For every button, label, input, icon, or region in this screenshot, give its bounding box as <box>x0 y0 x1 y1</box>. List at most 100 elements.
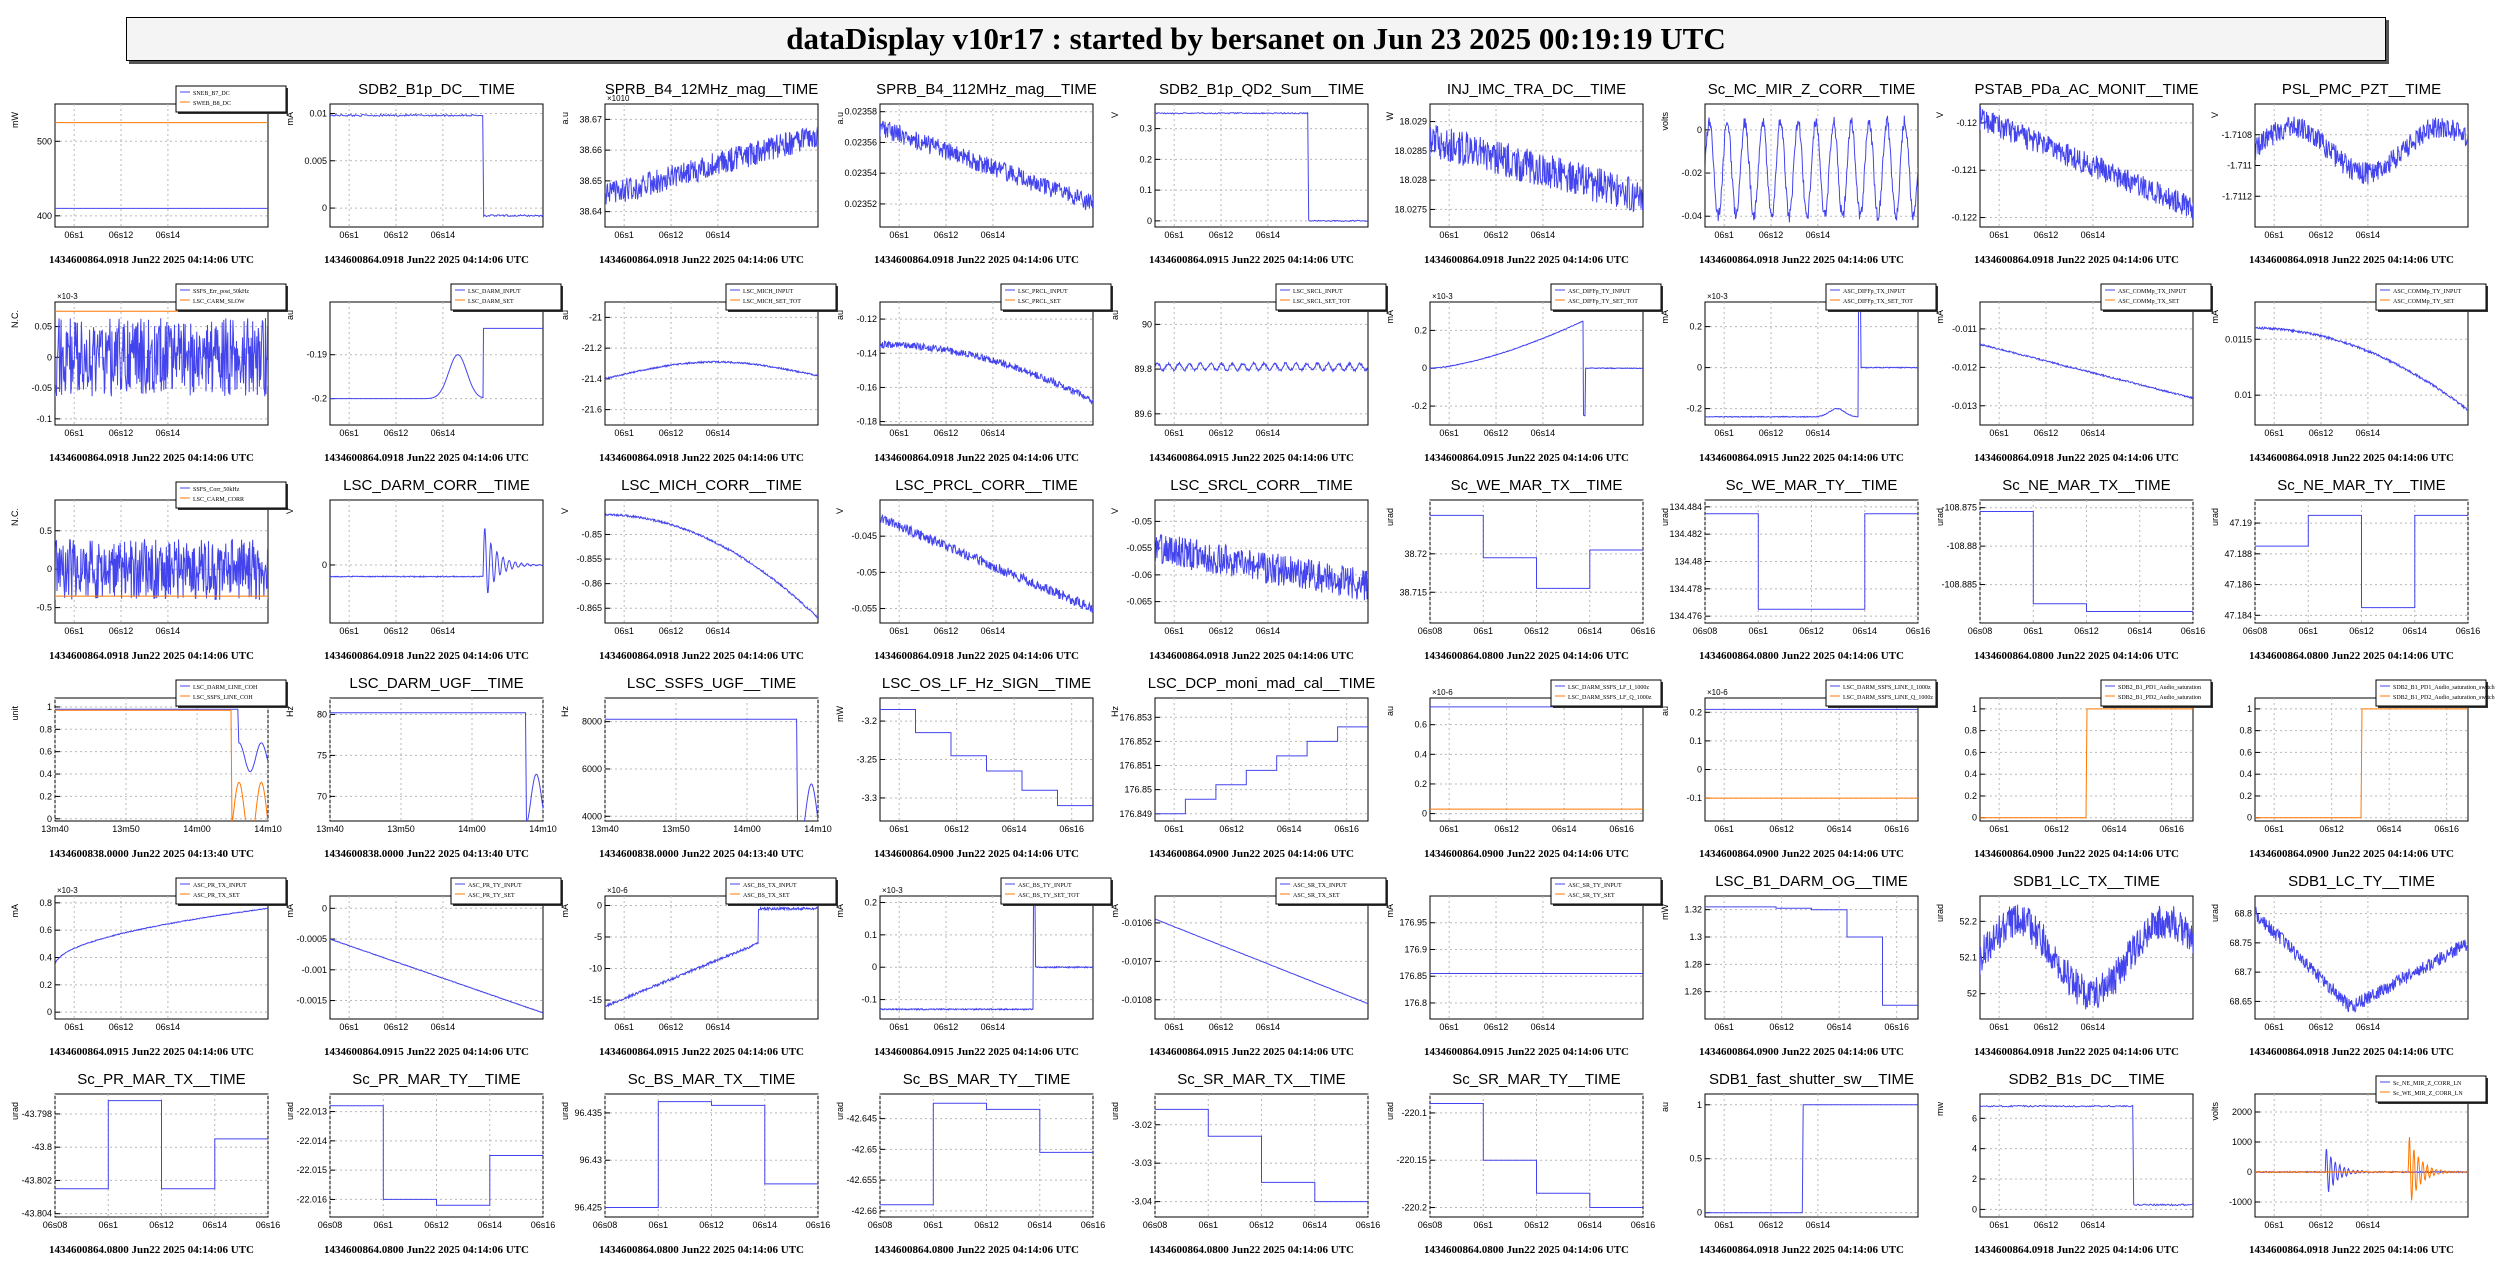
plot-footer-timestamp: 1434600864.0800 Jun22 2025 04:14:06 UTC <box>874 1244 1079 1256</box>
plot-frame <box>1154 301 1369 426</box>
y-tick-label: 0.4 <box>1414 749 1427 759</box>
plot-svg: 06s1 06s12 06s14 0 0.2 0.4 0.6 0.8 ×10-3 mA ASC_PR… <box>10 877 288 1058</box>
plot-panel: 06s1 06s12 06s14 -0.5 0 0.5 N.C. SSFS_Corr_50kH… <box>10 474 288 674</box>
legend-label: ASC_COMMp_TX_SET <box>2118 299 2180 305</box>
legend-label: SWEB_B8_DC <box>193 101 231 107</box>
x-tick-label: 06s16 <box>1059 824 1084 834</box>
x-tick-label: 06s12 <box>109 1022 134 1032</box>
series-line <box>1980 106 2193 220</box>
plot-panel: Sc_PR_MAR_TX__TIME 06s08 06s1 06s12 06s14 06s… <box>10 1068 288 1268</box>
x-tick-label: 06s14 <box>706 428 731 438</box>
y-axis-label: V <box>835 508 845 514</box>
y-tick-label: -0.05 <box>856 567 877 577</box>
x-tick-label: 06s12 <box>2309 1220 2334 1230</box>
x-tick-label: 06s12 <box>1209 230 1234 240</box>
plot-title: LSC_SRCL_CORR__TIME <box>1170 477 1353 494</box>
plot-svg: 06s1 06s12 06s14 06s16 0 0.2 0.4 0.6 0.8 1 SDB2_B1… <box>1964 679 2213 860</box>
axis-exponent: ×10-3 <box>1707 292 1728 301</box>
y-tick-label: -21.2 <box>581 343 602 353</box>
x-tick-label: 06s12 <box>1799 626 1824 636</box>
plot-svg: LSC_SRCL_CORR__TIME 06s1 06s12 06s14 -0.065 -… <box>1110 477 1369 662</box>
y-axis-label: mA <box>1660 310 1670 324</box>
y-tick-label: -0.12 <box>1956 118 1977 128</box>
plot-panel: SDB1_LC_TX__TIME 06s1 06s12 06s14 52 52.1 52.2… <box>1935 870 2213 1070</box>
y-axis-label: urad <box>2210 508 2220 526</box>
plot-footer-timestamp: 1434600864.0918 Jun22 2025 04:14:06 UTC <box>1974 1244 2179 1256</box>
y-tick-label: 0.2 <box>1964 791 1977 801</box>
legend-box <box>1550 877 1662 905</box>
plot-footer-timestamp: 1434600838.0000 Jun22 2025 04:13:40 UTC <box>324 848 529 860</box>
plot-svg: 06s1 06s12 06s14 -0.2 0 0.2 ×10-3 mA ASC_DIFFp_T… <box>1385 283 1663 464</box>
y-tick-label: -0.1 <box>1686 793 1702 803</box>
legend-box <box>175 481 287 509</box>
y-tick-label: 0.3 <box>1139 124 1152 134</box>
y-tick-label: -220.1 <box>1401 1108 1427 1118</box>
x-tick-label: 06s12 <box>1209 1022 1234 1032</box>
x-tick-label: 06s12 <box>1484 1022 1509 1032</box>
y-axis-label: mW <box>10 112 20 128</box>
x-tick-label: 06s08 <box>1693 626 1718 636</box>
y-tick-label: 0.02352 <box>844 199 877 209</box>
plot-title: Sc_BS_MAR_TY__TIME <box>903 1071 1071 1088</box>
x-tick-label: 06s12 <box>2034 1220 2059 1230</box>
legend-box <box>1550 679 1662 707</box>
y-tick-label: 89.8 <box>1134 364 1152 374</box>
x-tick-label: 06s12 <box>2074 626 2099 636</box>
x-tick-label: 06s14 <box>2081 1220 2106 1230</box>
legend-label: SDB2_B1_PD2_Audio_saturation <box>2118 695 2201 701</box>
x-tick-label: 06s1 <box>923 1220 943 1230</box>
y-tick-label: 2 <box>1972 1174 1977 1184</box>
x-tick-label: 06s16 <box>2181 626 2206 636</box>
y-tick-label: -108.885 <box>1941 580 1977 590</box>
x-tick-label: 06s08 <box>1418 1220 1443 1230</box>
y-axis-label: V <box>1110 508 1120 514</box>
y-tick-label: 1000 <box>2232 1137 2252 1147</box>
y-tick-label: -220.2 <box>1401 1203 1427 1213</box>
y-axis-label: au <box>1660 1102 1670 1112</box>
x-tick-label: 06s16 <box>1631 1220 1656 1230</box>
y-tick-label: 134.482 <box>1669 529 1702 539</box>
x-tick-label: 06s14 <box>1577 626 1602 636</box>
x-tick-label: 06s14 <box>1806 428 1831 438</box>
plot-frame <box>604 301 819 426</box>
x-tick-label: 06s08 <box>2243 626 2268 636</box>
y-tick-label: 47.188 <box>2224 549 2252 559</box>
y-tick-label: -1.7108 <box>2221 130 2252 140</box>
y-tick-label: 176.852 <box>1119 736 1152 746</box>
x-tick-label: 06s16 <box>2456 626 2481 636</box>
series-line <box>605 718 818 821</box>
y-tick-label: -43.8 <box>31 1142 52 1152</box>
x-tick-label: 06s1 <box>1989 230 2009 240</box>
y-tick-label: 1.3 <box>1689 932 1702 942</box>
plot-svg: 06s1 06s12 06s14 -0.2 -0.19 au LSC_DARM_INPUT L… <box>285 283 563 464</box>
y-tick-label: -0.855 <box>576 554 602 564</box>
plot-frame <box>1429 697 1644 822</box>
y-axis-label: mA <box>1110 904 1120 918</box>
y-tick-label: 52.2 <box>1959 916 1977 926</box>
y-tick-label: 75 <box>317 750 327 760</box>
y-tick-label: -3.25 <box>856 755 877 765</box>
y-tick-label: 0 <box>597 900 602 910</box>
y-tick-label: 96.425 <box>574 1203 602 1213</box>
y-tick-label: -5 <box>594 932 602 942</box>
y-tick-label: 4 <box>1972 1144 1977 1154</box>
plot-frame <box>329 103 544 228</box>
y-axis-label: V <box>1935 112 1945 118</box>
y-tick-label: 38.715 <box>1399 587 1427 597</box>
plot-frame <box>604 895 819 1020</box>
legend-label: LSC_DARM_INPUT <box>468 289 521 295</box>
plot-title: PSL_PMC_PZT__TIME <box>2282 81 2441 98</box>
x-tick-label: 06s12 <box>384 1022 409 1032</box>
y-tick-label: -42.655 <box>846 1175 877 1185</box>
x-tick-label: 06s14 <box>1531 230 1556 240</box>
legend-label: ASC_SR_TY_INPUT <box>1568 883 1622 889</box>
series-line <box>1980 342 2193 400</box>
plot-svg: Sc_WE_MAR_TY__TIME 06s08 06s1 06s12 06s14 06s… <box>1660 477 1930 662</box>
plot-svg: Sc_BS_MAR_TY__TIME 06s08 06s1 06s12 06s14 06s… <box>835 1071 1105 1256</box>
x-tick-label: 06s12 <box>1209 428 1234 438</box>
legend-box <box>1550 283 1662 311</box>
plot-panel: Sc_NE_MAR_TY__TIME 06s08 06s1 06s12 06s14 06s… <box>2210 474 2488 674</box>
legend-box <box>175 877 287 905</box>
plot-svg: 06s1 06s12 06s14 06s16 0 0.2 0.4 0.6 0.8 1 SDB2_B1… <box>2239 679 2495 860</box>
y-tick-label: -0.19 <box>306 350 327 360</box>
